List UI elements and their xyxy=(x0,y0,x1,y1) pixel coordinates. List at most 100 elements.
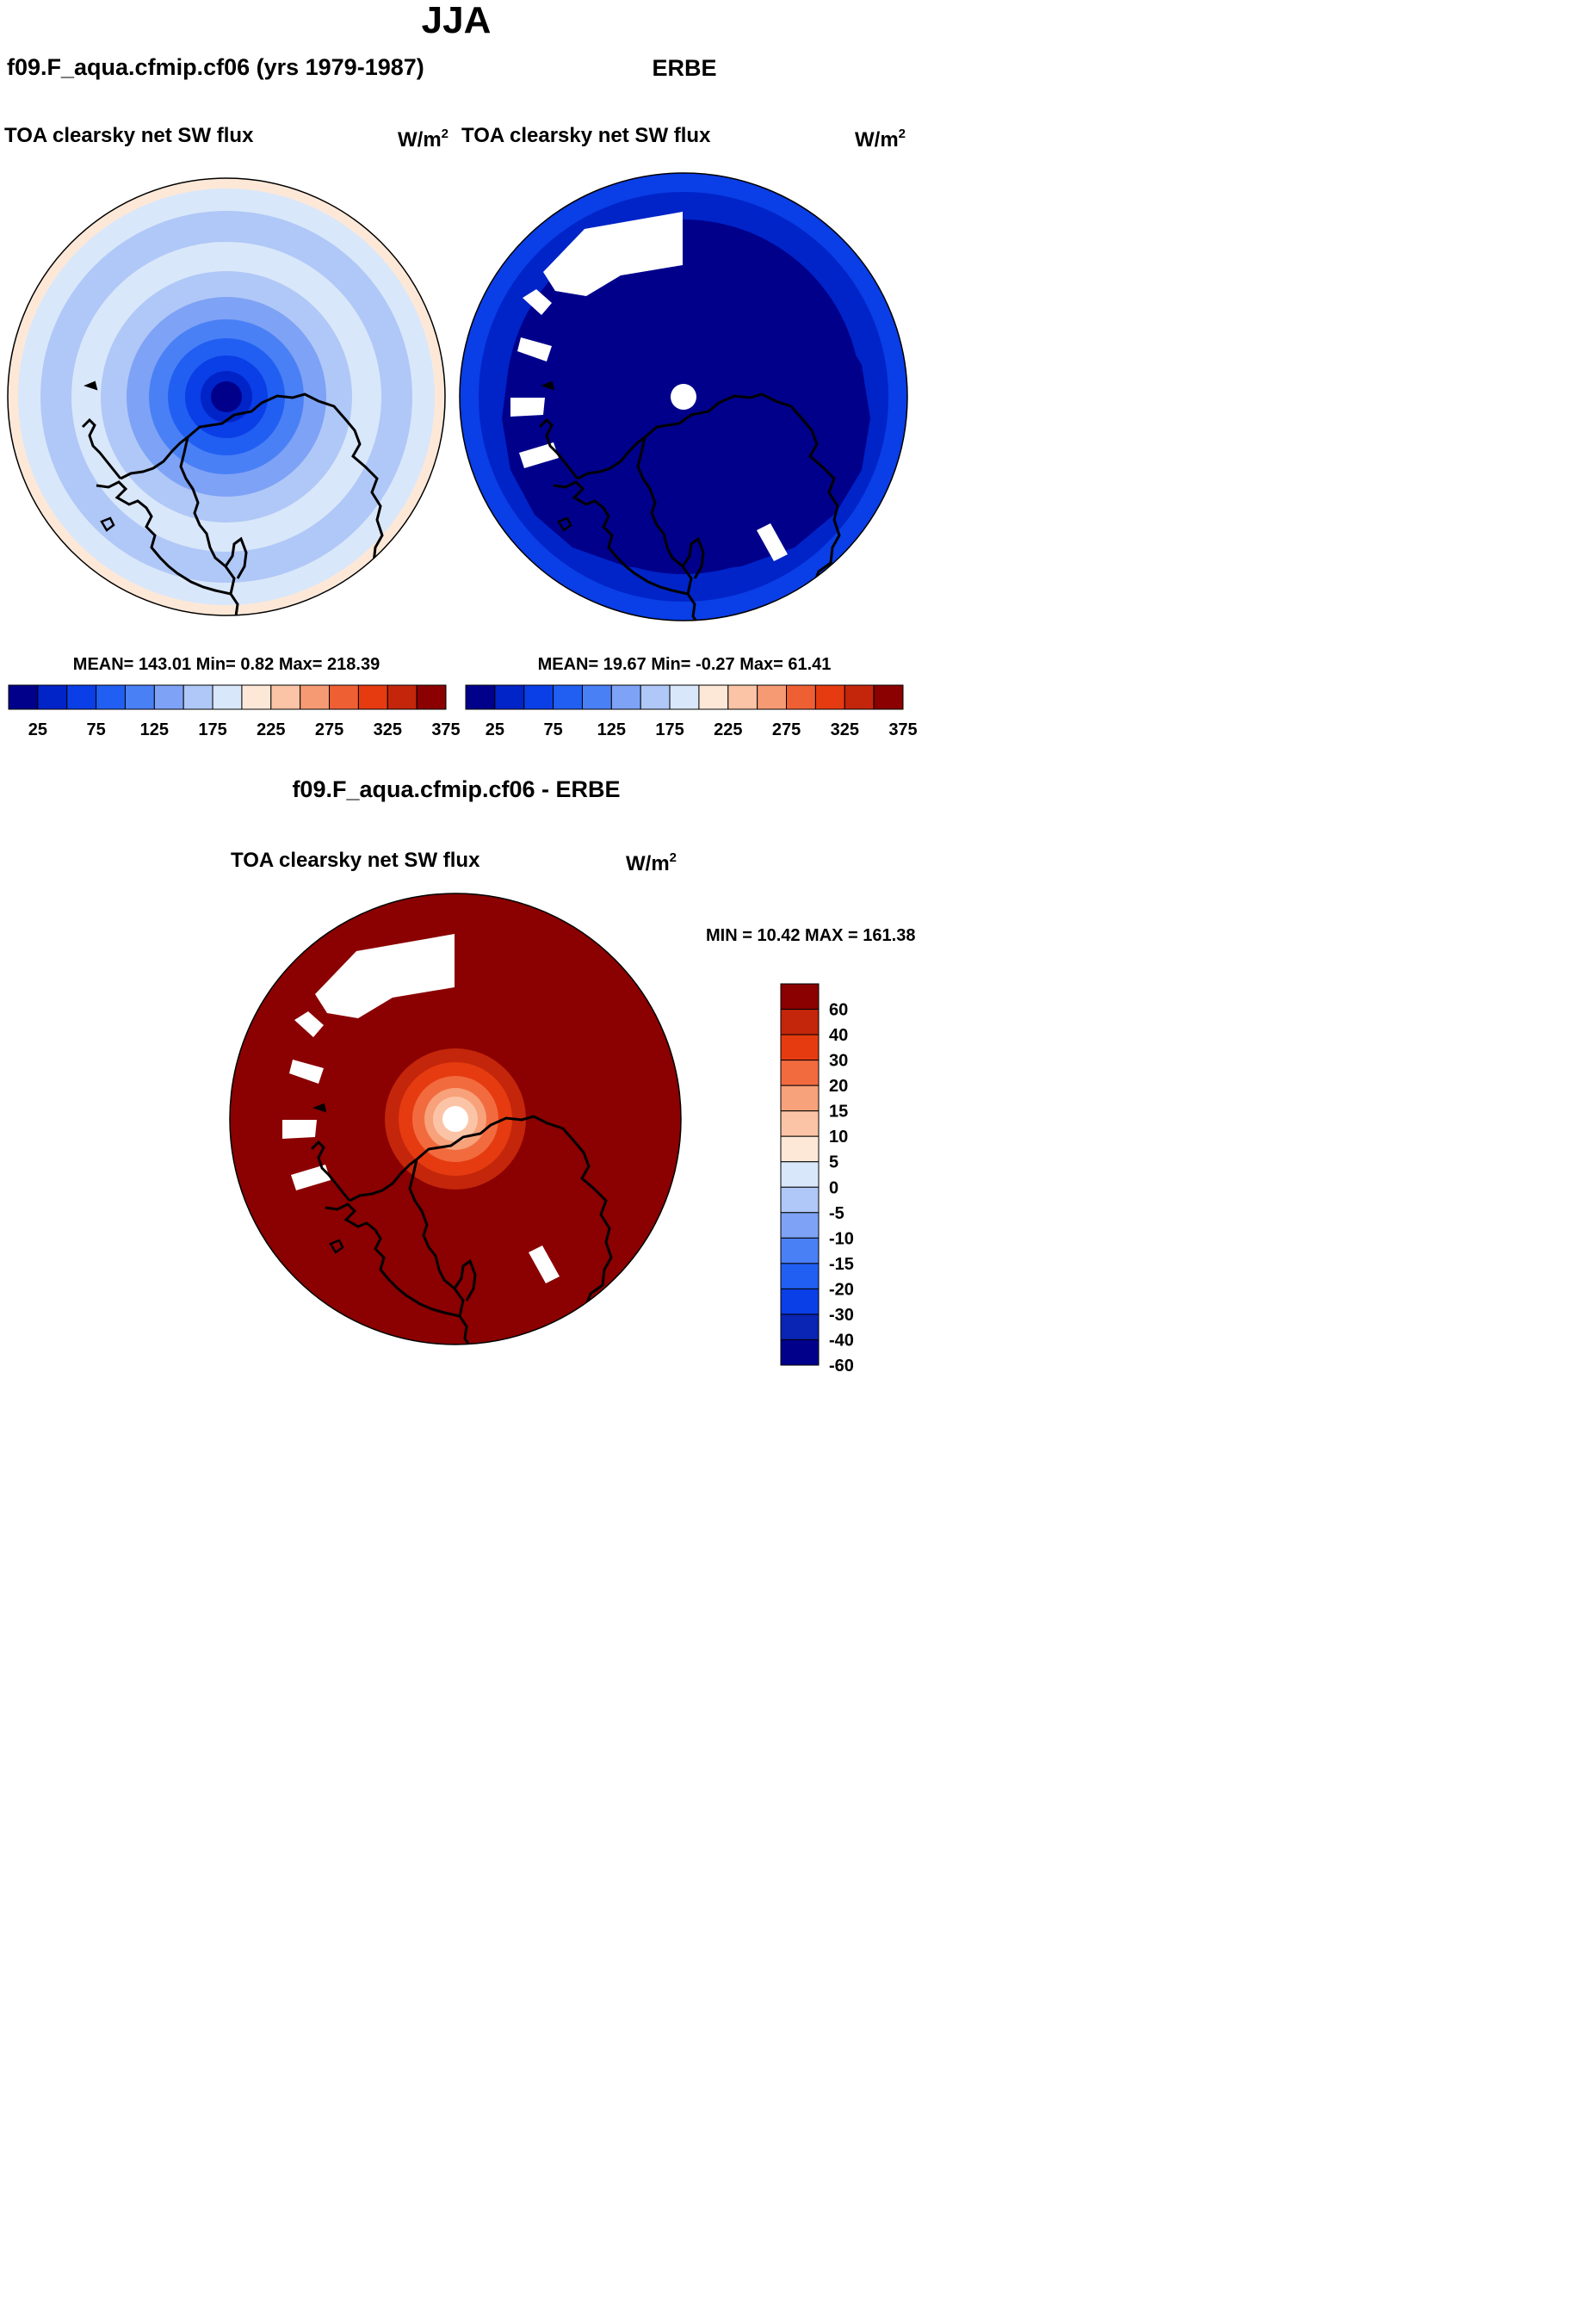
erbe-missing-patch-4 xyxy=(510,398,545,417)
erbe-colorbar-box-10 xyxy=(757,684,788,710)
model-colorbar-box-9 xyxy=(270,684,301,710)
diff-colorbar-box-10 xyxy=(780,1237,820,1264)
erbe-colorbar-box-11 xyxy=(786,684,816,710)
erbe-colorbar-box-3 xyxy=(553,684,583,710)
panel-model-header: f09.F_aqua.cfmip.cf06 (yrs 1979-1987) xyxy=(7,54,424,80)
panel-diff-header: f09.F_aqua.cfmip.cf06 - ERBE xyxy=(292,776,620,802)
panel-erbe-title: TOA clearsky net SW flux xyxy=(461,124,711,147)
erbe-colorbar-tick-label: 75 xyxy=(543,720,562,739)
model-ring-10 xyxy=(211,381,242,412)
erbe-colorbar-tick-label: 125 xyxy=(597,720,626,739)
page-title: JJA xyxy=(422,0,492,41)
panel-diff-units: W/m2 xyxy=(626,850,677,875)
panel-erbe-missing-data xyxy=(510,212,788,561)
panel-diff-stats: MIN = 10.42 MAX = 161.38 xyxy=(706,926,915,945)
diff-colorbar-box-8 xyxy=(780,1186,820,1214)
panel-model: f09.F_aqua.cfmip.cf06 (yrs 1979-1987) TO… xyxy=(4,54,461,739)
panel-erbe-map-border xyxy=(459,172,908,621)
diff-missing-patch-6 xyxy=(529,1246,560,1283)
panel-erbe: ERBE TOA clearsky net SW flux W/m2 MEAN=… xyxy=(459,55,918,739)
diff-colorbar-box-2 xyxy=(780,1034,820,1061)
panel-model-stats: MEAN= 143.01 Min= 0.82 Max= 218.39 xyxy=(73,655,380,674)
diff-colorbar-box-14 xyxy=(780,1338,820,1366)
diff-colorbar-box-5 xyxy=(780,1110,820,1137)
diff-colorbar-box-12 xyxy=(780,1288,820,1315)
panel-erbe-colorbar: 25 75 125 175 225 275 325 375 xyxy=(465,684,918,739)
model-colorbar-box-1 xyxy=(37,684,68,710)
erbe-missing-pole xyxy=(671,384,696,410)
model-colorbar-box-4 xyxy=(124,684,155,710)
erbe-colorbar-tick-label: 225 xyxy=(714,720,742,739)
diff-missing-patch-1 xyxy=(348,958,367,977)
erbe-colorbar-box-12 xyxy=(814,684,845,710)
model-colorbar-box-14 xyxy=(416,684,447,710)
erbe-colorbar-box-0 xyxy=(465,684,496,710)
panel-diff-map-border xyxy=(229,893,682,1345)
diff-missing-patch-2 xyxy=(294,1011,324,1037)
diff-colorbar-box-3 xyxy=(780,1060,820,1086)
model-colorbar-tick-label: 275 xyxy=(315,720,343,739)
diff-colorbar-tick-label: 10 xyxy=(829,1128,848,1147)
panel-erbe-header: ERBE xyxy=(652,55,716,81)
erbe-colorbar-tick-label: 275 xyxy=(772,720,801,739)
panel-diff-missing-data xyxy=(282,934,560,1283)
panel-erbe-map xyxy=(460,173,907,621)
erbe-colorbar-box-9 xyxy=(727,684,758,710)
diff-colorbar-tick-label: 40 xyxy=(829,1026,848,1045)
model-colorbar-tick-label: 225 xyxy=(257,720,285,739)
diff-colorbar-tick-label: 20 xyxy=(829,1077,848,1096)
erbe-colorbar-box-1 xyxy=(494,684,525,710)
panel-model-colorbar: 25 75 125 175 225 275 325 375 xyxy=(8,684,461,739)
diff-missing-patch-5 xyxy=(291,1165,331,1190)
diff-missing-patch-3 xyxy=(289,1060,324,1084)
diff-colorbar-tick-label: 5 xyxy=(829,1153,838,1172)
model-colorbar-box-6 xyxy=(182,684,213,710)
diff-colorbar-box-6 xyxy=(780,1135,820,1163)
erbe-colorbar-tick-label: 25 xyxy=(486,720,504,739)
panel-model-rings xyxy=(8,178,445,615)
model-colorbar-tick-label: 125 xyxy=(140,720,169,739)
diff-colorbar-box-11 xyxy=(780,1263,820,1289)
erbe-missing-patch-6 xyxy=(757,523,788,561)
model-colorbar-tick-label: 75 xyxy=(86,720,105,739)
diff-colorbar-tick-label: -40 xyxy=(829,1331,854,1350)
diff-colorbar-box-9 xyxy=(780,1212,820,1239)
diff-colorbar-tick-label: -5 xyxy=(829,1204,844,1223)
erbe-colorbar-box-4 xyxy=(581,684,612,710)
erbe-missing-patch-3 xyxy=(517,337,552,362)
diff-colorbar-tick-label: -15 xyxy=(829,1255,854,1274)
erbe-missing-patch-0 xyxy=(543,212,683,296)
erbe-missing-patch-2 xyxy=(523,289,552,315)
diff-colorbar-tick-label: 30 xyxy=(829,1052,848,1071)
model-colorbar-box-5 xyxy=(153,684,184,710)
diff-colorbar-box-7 xyxy=(780,1161,820,1188)
diff-colorbar-tick-label: 60 xyxy=(829,1001,848,1020)
model-colorbar-tick-label: 375 xyxy=(431,720,460,739)
erbe-colorbar-box-14 xyxy=(873,684,904,710)
model-colorbar-box-8 xyxy=(241,684,272,710)
panel-diff-map xyxy=(230,893,681,1344)
model-colorbar-box-11 xyxy=(329,684,359,710)
diff-colorbar-tick-label: 15 xyxy=(829,1103,848,1122)
erbe-colorbar-box-8 xyxy=(698,684,729,710)
erbe-colorbar-tick-label: 375 xyxy=(888,720,917,739)
diff-colorbar-box-4 xyxy=(780,1085,820,1112)
panel-model-units: W/m2 xyxy=(398,127,448,151)
erbe-colorbar-tick-label: 175 xyxy=(655,720,684,739)
erbe-missing-patch-5 xyxy=(519,442,559,468)
panel-diff-title: TOA clearsky net SW flux xyxy=(231,849,480,872)
erbe-colorbar-box-2 xyxy=(523,684,554,710)
panel-diff-colorbar: 60 40 30 20 15 10 5 0 -5 -10 -15 -20 -30 -40 -60 xyxy=(780,983,854,1375)
model-colorbar-tick-label: 325 xyxy=(374,720,402,739)
erbe-colorbar-box-7 xyxy=(669,684,700,710)
diff-missing-patch-4 xyxy=(282,1120,317,1139)
erbe-missing-patch-1 xyxy=(576,236,595,255)
model-colorbar-tick-label: 25 xyxy=(28,720,47,739)
panel-model-map-border xyxy=(7,177,446,616)
erbe-colorbar-box-5 xyxy=(610,684,641,710)
diff-missing-patch-0 xyxy=(315,934,455,1018)
diff-colorbar-box-13 xyxy=(780,1314,820,1340)
erbe-colorbar-box-6 xyxy=(640,684,671,710)
diff-colorbar-tick-label: -20 xyxy=(829,1280,854,1299)
